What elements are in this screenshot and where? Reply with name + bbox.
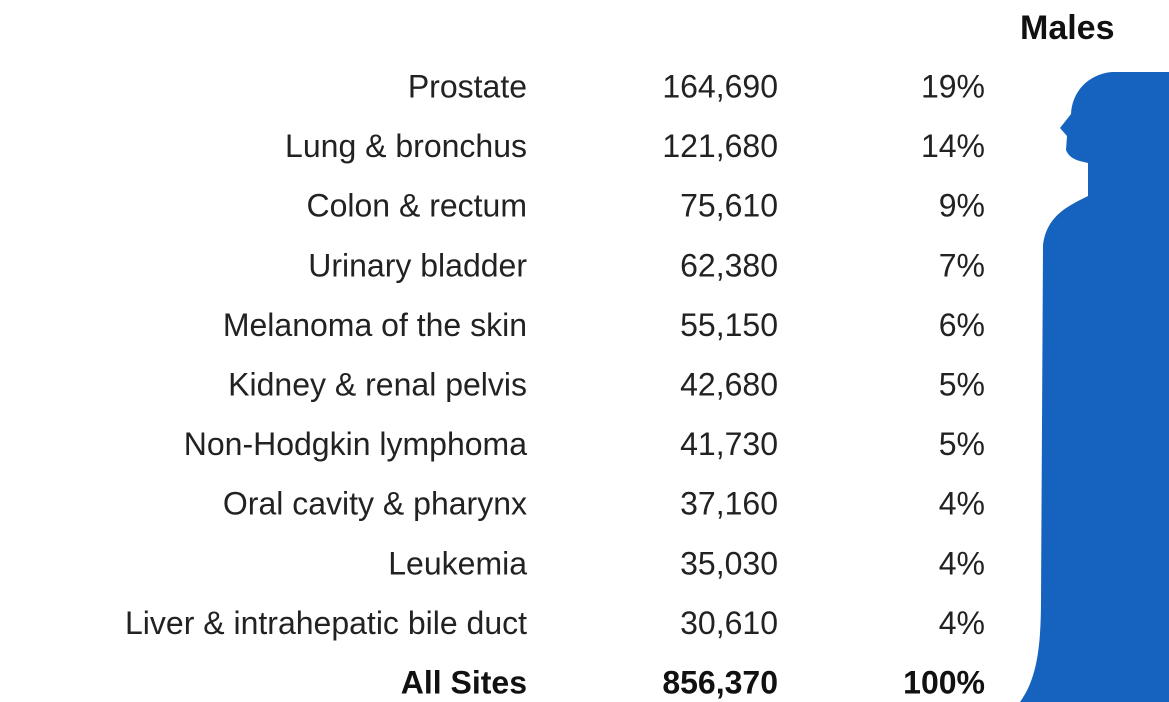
new-cases: 41,730 [680, 426, 778, 462]
new-cases: 55,150 [680, 307, 778, 343]
new-cases: 62,380 [680, 247, 778, 283]
new-cases: 75,610 [680, 188, 778, 224]
new-cases: 35,030 [680, 545, 778, 581]
site-name: Urinary bladder [308, 247, 527, 283]
total-site-name: All Sites [401, 664, 527, 700]
percent: 9% [939, 188, 985, 224]
title: Males [1020, 9, 1115, 47]
infographic: Males Prostate 164,690 19% Lung & bronchus 1… [0, 0, 1169, 702]
new-cases: 30,610 [680, 605, 778, 641]
background [0, 0, 1169, 702]
percent: 14% [921, 128, 985, 164]
percent: 6% [939, 307, 985, 343]
page: Males Prostate 164,690 19% Lung & bronchus 1… [0, 0, 1169, 702]
site-name: Prostate [408, 68, 527, 104]
site-name: Colon & rectum [306, 188, 527, 224]
total-new-cases: 856,370 [662, 664, 778, 700]
new-cases: 42,680 [680, 366, 778, 402]
site-name: Oral cavity & pharynx [223, 486, 527, 522]
site-name: Liver & intrahepatic bile duct [125, 605, 527, 641]
site-name: Non-Hodgkin lymphoma [184, 426, 527, 462]
percent: 4% [939, 545, 985, 581]
percent: 7% [939, 247, 985, 283]
new-cases: 164,690 [662, 68, 778, 104]
percent: 4% [939, 486, 985, 522]
total-percent: 100% [903, 664, 985, 700]
new-cases: 121,680 [662, 128, 778, 164]
site-name: Leukemia [388, 545, 527, 581]
new-cases: 37,160 [680, 486, 778, 522]
percent: 5% [939, 426, 985, 462]
site-name: Kidney & renal pelvis [228, 366, 527, 402]
percent: 19% [921, 68, 985, 104]
site-name: Melanoma of the skin [223, 307, 527, 343]
site-name: Lung & bronchus [285, 128, 527, 164]
percent: 5% [939, 366, 985, 402]
percent: 4% [939, 605, 985, 641]
